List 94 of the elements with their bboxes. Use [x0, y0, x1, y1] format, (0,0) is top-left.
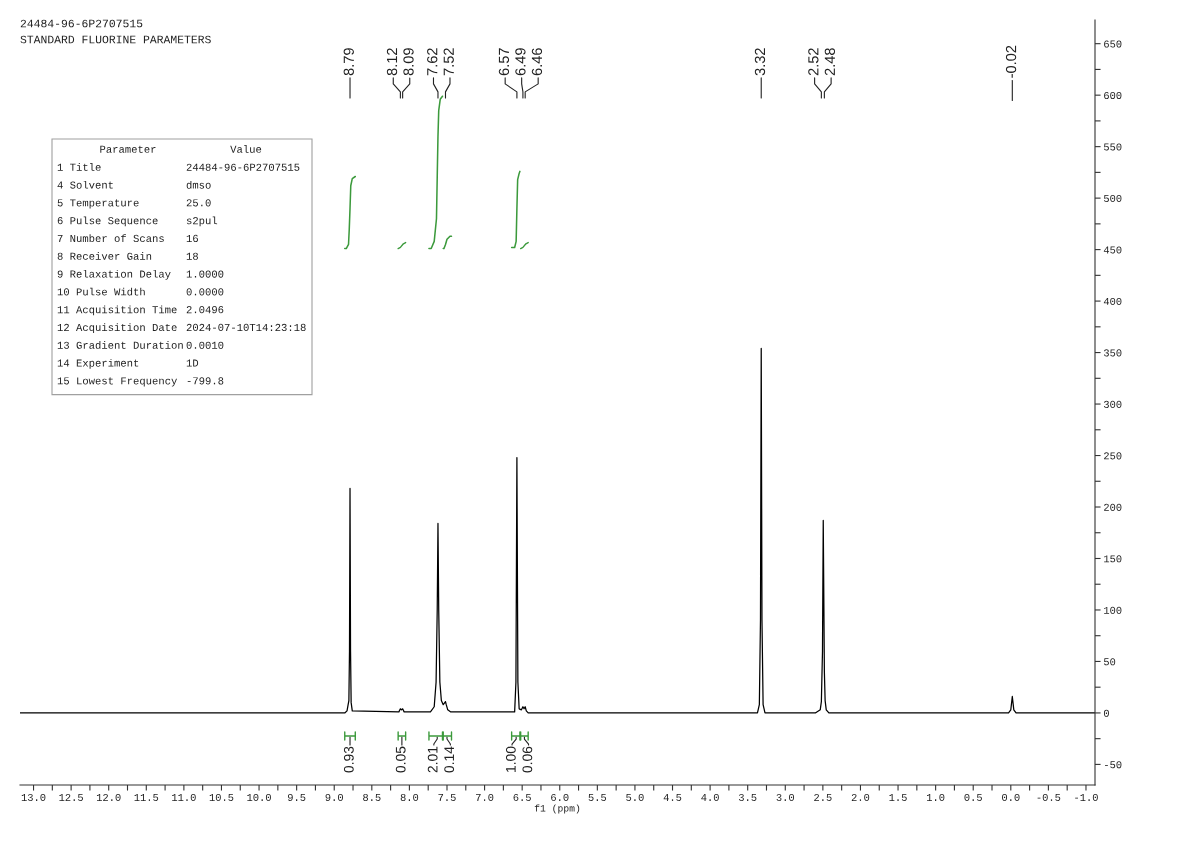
y-tick-label: 600: [1104, 91, 1122, 100]
annotation: 8.09: [403, 48, 414, 76]
y-tick-label: 650: [1104, 40, 1122, 48]
annotation: 0.06: [522, 746, 533, 773]
y-tick-label: 400: [1103, 297, 1122, 305]
x-tick-label: 0.0: [1002, 793, 1020, 801]
annotation: 8.12: [386, 48, 398, 76]
x-axis-title: f1 (ppm): [534, 804, 580, 814]
x-tick-label: 8.5: [363, 793, 381, 801]
y-tick-label: 450: [1103, 246, 1122, 254]
x-tick-label: 6.0: [551, 793, 569, 801]
annotation: 10 Pulse Width: [57, 287, 145, 296]
x-tick-label: 3.0: [776, 793, 795, 801]
y-tick-label: 150: [1104, 555, 1122, 563]
y-tick-label: 300: [1103, 400, 1122, 408]
annotation: 16: [186, 234, 198, 243]
chart-title: 24484-96-6P2707515: [20, 19, 143, 28]
x-tick-label: 9.0: [325, 793, 343, 801]
annotation: 2.48: [824, 48, 836, 76]
annotation: 1.0000: [186, 270, 224, 278]
text: STANDARD FLUORINE PARAMETERS: [20, 35, 211, 44]
x-tick-label: 2.5: [814, 793, 832, 801]
annotation: 25.0: [186, 199, 211, 207]
x-tick-label: 5.5: [588, 794, 607, 801]
annotation: 2024-07-10T14:23:18: [186, 323, 306, 332]
annotation: 8.79: [343, 48, 354, 76]
x-tick-label: 0.5: [964, 793, 982, 801]
annotation: 2.01: [427, 746, 438, 773]
annotation: 11 Acquisition Time: [57, 305, 177, 316]
x-tick-label: 12.0: [96, 793, 121, 801]
annotation: Value: [230, 145, 262, 153]
x-tick-label: 8.0: [400, 793, 419, 801]
annotation: -0.02: [1005, 45, 1017, 78]
annotation: 2.0496: [186, 306, 224, 314]
x-tick-label: 13.0: [21, 793, 46, 801]
annotation: 1D: [186, 359, 199, 367]
y-tick-label: 350: [1103, 349, 1122, 357]
annotation: Parameter: [100, 145, 156, 153]
annotation: 13 Gradient Duration: [57, 341, 183, 349]
x-tick-label: -1.0: [1075, 793, 1098, 801]
x-tick-label: 10.5: [209, 793, 234, 801]
y-tick-label: 550: [1103, 143, 1122, 151]
annotation: 0.93: [343, 746, 354, 773]
x-tick-label: 1.0: [927, 793, 945, 801]
annotation: 3.32: [754, 48, 766, 76]
x-tick-label: 5.0: [626, 793, 644, 801]
x-tick-label: 1.5: [889, 794, 907, 801]
annotation: 1 Title: [57, 163, 101, 171]
annotation: 9 Relaxation Delay: [57, 269, 171, 280]
x-tick-label: 11.5: [134, 794, 159, 801]
annotation: 14 Experiment: [57, 358, 139, 369]
annotation: 8 Receiver Gain: [57, 252, 152, 260]
annotation: 0.14: [444, 746, 455, 773]
y-tick-label: 50: [1103, 658, 1116, 666]
annotation: 1.00: [505, 746, 516, 773]
x-tick-label: 3.5: [738, 793, 757, 801]
annotation: dmso: [186, 180, 211, 189]
line-series: [20, 347, 1095, 714]
annotation: 0.0010: [186, 341, 224, 349]
y-tick-label: 200: [1104, 503, 1122, 511]
x-tick-label: 10.0: [247, 793, 271, 801]
x-tick-label: 4.5: [663, 794, 682, 801]
y-tick-label: 0: [1103, 709, 1109, 717]
annotation: -799.8: [187, 377, 224, 385]
annotation: 7.52: [443, 48, 454, 76]
x-tick-label: 7.0: [476, 793, 494, 801]
x-tick-label: 9.5: [287, 793, 306, 801]
annotation: 6.46: [531, 48, 543, 76]
annotation: 0.0000: [186, 288, 224, 296]
x-tick-label: 12.5: [59, 793, 83, 801]
annotation: 12 Acquisition Date: [57, 323, 177, 334]
y-tick-label: -50: [1105, 761, 1122, 769]
y-tick-label: 100: [1104, 606, 1122, 614]
annotation: 7.62: [427, 48, 438, 76]
annotation: 6.49: [515, 48, 526, 76]
annotation: 18: [186, 252, 198, 260]
annotation: 4 Solvent: [57, 180, 113, 189]
annotation: 5 Temperature: [57, 199, 139, 209]
annotation: 6 Pulse Sequence: [57, 216, 158, 227]
annotation: s2pul: [186, 216, 218, 227]
annotation: 6.57: [498, 48, 510, 76]
x-tick-label: 6.5: [513, 793, 531, 801]
x-tick-label: 11.0: [172, 793, 196, 801]
x-tick-label: 2.0: [851, 793, 870, 801]
x-tick-label: 7.5: [438, 794, 456, 801]
y-tick-label: 500: [1103, 194, 1122, 202]
x-tick-label: -0.5: [1037, 793, 1061, 801]
annotation: 7 Number of Scans: [57, 234, 164, 243]
x-tick-label: 4.0: [701, 793, 719, 801]
annotation: 2.52: [808, 48, 819, 76]
annotation: 0.05: [395, 746, 406, 773]
y-tick-label: 250: [1104, 452, 1122, 460]
annotation: 15 Lowest Frequency: [57, 377, 177, 387]
annotation: 24484-96-6P2707515: [186, 163, 300, 171]
